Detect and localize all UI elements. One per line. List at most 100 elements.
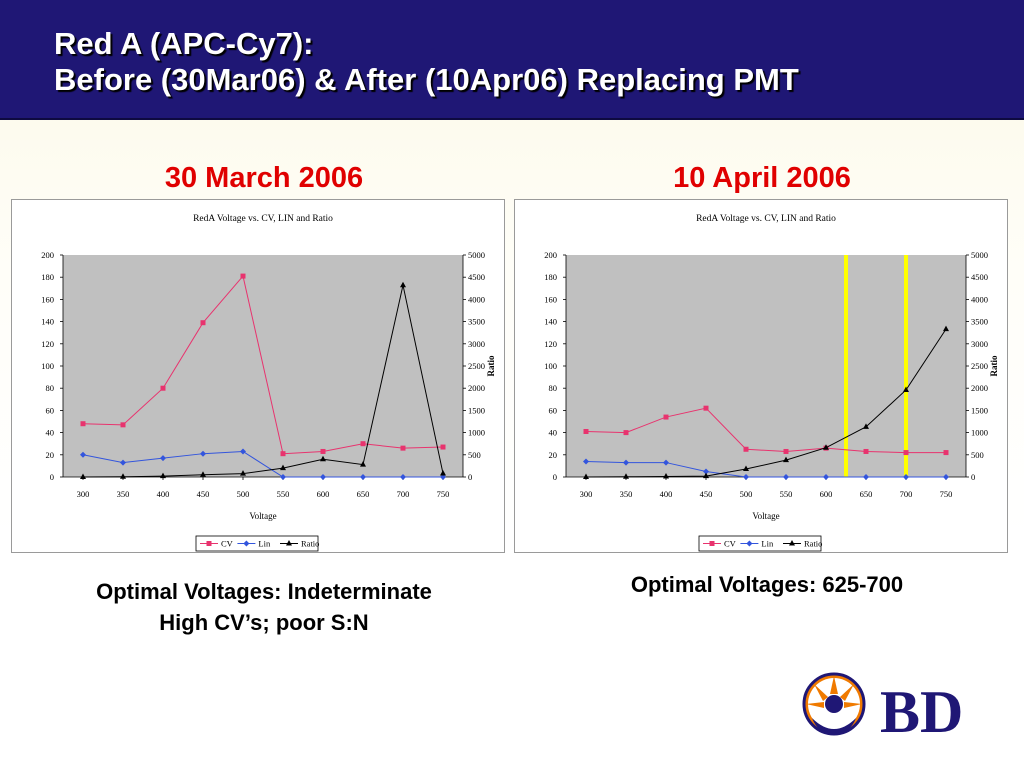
chart-10-april-svg: RedA Voltage vs. CV, LIN and Ratio 0 20 40 6…: [544, 214, 999, 552]
bd-logo: BD: [800, 670, 990, 750]
left-caption-line-1: Optimal Voltages: Indeterminate: [96, 579, 432, 604]
point-ratio: [663, 473, 669, 479]
y-tick-label: 0: [50, 472, 54, 482]
point-lin: [440, 474, 446, 480]
point-lin: [280, 474, 286, 480]
point-ratio: [743, 465, 749, 472]
x-tick-label: 700: [900, 489, 913, 499]
chart-title: RedA Voltage vs. CV, LIN and Ratio: [696, 214, 836, 224]
y-tick-label: 160: [41, 294, 54, 304]
slide-title-line-1: Red A (APC-Cy7):: [54, 26, 314, 61]
legend-box: [698, 535, 822, 552]
y2-tick-label: 5000: [468, 250, 485, 260]
legend-label: CV: [221, 539, 234, 549]
point-cv: [583, 428, 589, 434]
point-ratio: [623, 473, 629, 479]
y-tick-label: 180: [544, 272, 557, 282]
series-line-cv: [82, 275, 444, 455]
y-tick-label: 80: [549, 383, 558, 393]
x-tick-label: 350: [620, 489, 633, 499]
point-ratio: [863, 423, 869, 429]
point-lin: [783, 474, 789, 480]
right-panel-heading: 10 April 2006: [673, 162, 851, 194]
x-tick-label: 550: [780, 489, 793, 499]
point-ratio: [160, 472, 166, 479]
point-lin: [80, 451, 86, 458]
point-cv: [863, 448, 869, 454]
point-cv: [440, 444, 446, 450]
point-ratio: [280, 464, 286, 471]
x-tick-label: 750: [940, 489, 953, 499]
y-tick-label: 200: [544, 250, 557, 260]
legend-label: Ratio: [804, 539, 822, 549]
point-ratio: [783, 456, 789, 463]
y-tick-label: 80: [46, 383, 55, 393]
legend-marker-ratio: [789, 540, 795, 546]
y2-tick-label: 2500: [971, 361, 988, 371]
legend-label: CV: [724, 539, 737, 549]
plot-area: [566, 255, 966, 477]
y2-tick-label: 500: [971, 450, 984, 460]
y2-tick-label: 2000: [468, 383, 485, 393]
y-tick-label: 20: [549, 450, 558, 460]
legend-box: [195, 535, 319, 552]
slide-title-line-2: Before (30Mar06) & After (10Apr06) Repla…: [54, 62, 799, 97]
legend-label: Lin: [258, 539, 271, 549]
left-caption: Optimal Voltages: Indeterminate High CV’…: [24, 576, 504, 638]
point-cv: [160, 385, 166, 391]
y2-tick-label: 0: [468, 472, 472, 482]
y2-tick-label: 4500: [468, 272, 485, 282]
y-tick-label: 0: [553, 472, 557, 482]
point-lin: [583, 458, 589, 465]
y-tick-label: 100: [41, 361, 54, 371]
point-cv: [360, 441, 366, 447]
point-lin: [240, 448, 246, 455]
series-line-ratio: [585, 328, 947, 478]
y2-axis-label: Ratio: [486, 355, 496, 376]
point-cv: [663, 414, 669, 420]
legend-label: Lin: [761, 539, 774, 549]
point-ratio: [360, 461, 366, 467]
point-cv: [400, 445, 406, 451]
x-tick-label: 600: [820, 489, 833, 499]
point-ratio: [200, 471, 206, 477]
x-tick-label: 450: [197, 489, 210, 499]
chart-title: RedA Voltage vs. CV, LIN and Ratio: [193, 214, 333, 224]
point-cv: [743, 446, 749, 452]
point-ratio: [80, 473, 86, 479]
y-tick-label: 20: [46, 450, 55, 460]
point-lin: [200, 450, 206, 457]
bd-sunburst-logo-icon: BD: [802, 672, 963, 745]
point-cv: [280, 451, 286, 457]
x-tick-label: 500: [237, 489, 250, 499]
legend-marker-cv: [709, 541, 715, 546]
y2-tick-label: 0: [971, 472, 975, 482]
y2-tick-label: 2500: [468, 361, 485, 371]
x-axis-label: Voltage: [249, 511, 276, 521]
point-lin: [160, 455, 166, 462]
point-lin: [863, 474, 869, 480]
y-tick-label: 120: [41, 339, 54, 349]
right-caption-line-1: Optimal Voltages: 625-700: [630, 572, 904, 597]
point-ratio: [240, 470, 246, 476]
left-caption-line-2: High CV’s; poor S:N: [159, 610, 369, 635]
legend-marker-ratio: [286, 540, 292, 546]
point-cv: [623, 430, 629, 436]
y2-axis-label: Ratio: [989, 355, 999, 376]
chart-30-march: RedA Voltage vs. CV, LIN and Ratio 0 20 40 6…: [11, 199, 505, 553]
point-cv: [943, 450, 949, 456]
x-tick-label: 700: [397, 489, 410, 499]
point-ratio: [400, 281, 406, 288]
point-cv: [240, 273, 246, 279]
point-cv: [703, 405, 709, 411]
y-tick-label: 160: [544, 294, 557, 304]
point-ratio: [903, 386, 909, 392]
x-tick-label: 300: [77, 489, 90, 499]
point-lin: [823, 474, 829, 480]
point-lin: [360, 474, 366, 480]
x-tick-label: 600: [317, 489, 330, 499]
point-cv: [120, 422, 126, 428]
point-cv: [200, 320, 206, 326]
title-bar: Red A (APC-Cy7): Before (30Mar06) & Afte…: [0, 0, 1024, 120]
y2-tick-label: 3000: [468, 339, 485, 349]
